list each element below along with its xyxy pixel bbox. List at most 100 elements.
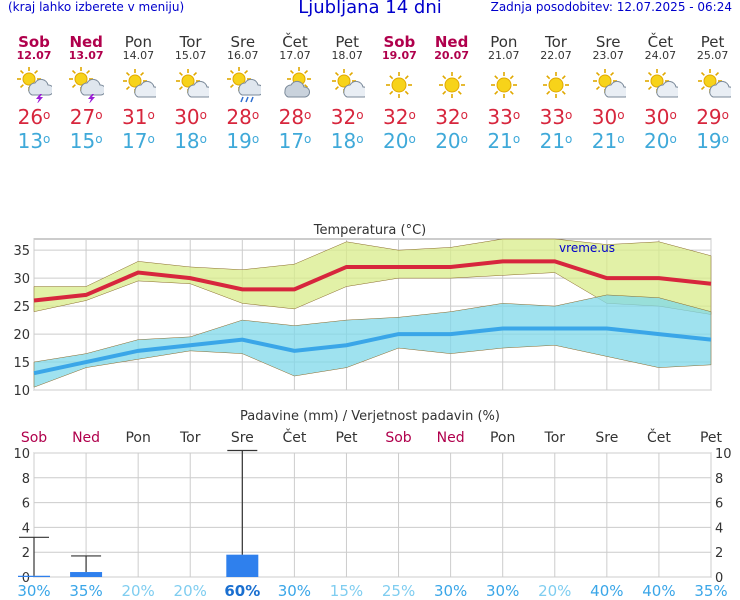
sun-cloud-icon	[582, 67, 634, 103]
precipitation-day-label: Tor	[544, 430, 566, 446]
temperature-y-tick: 15	[13, 356, 30, 371]
day-date: 15.07	[174, 49, 207, 62]
day-date: 12.07	[16, 49, 52, 62]
sun-icon	[373, 67, 425, 103]
precipitation-bar	[70, 572, 103, 577]
min-temperature: 19o	[696, 129, 729, 153]
precipitation-bar	[18, 575, 50, 577]
precipitation-day-label: Ned	[437, 430, 465, 446]
temperature-y-tick: 35	[13, 244, 30, 259]
day-name: Sob	[383, 33, 416, 51]
max-temperature: 30o	[174, 105, 207, 129]
day-column: Sre 23.07 30o 21o	[582, 0, 634, 153]
precipitation-y-tick-right: 6	[715, 497, 723, 512]
min-temperature: 21o	[487, 129, 521, 153]
precipitation-day-label: Ned	[72, 430, 100, 446]
max-temperature: 29o	[696, 105, 729, 129]
cloud-sun-icon	[269, 67, 321, 103]
day-date: 19.07	[381, 49, 417, 62]
day-column: Pet 25.07 29o 19o	[687, 0, 739, 153]
sun-cloud-icon	[634, 67, 686, 103]
max-temperature: 31o	[121, 105, 155, 129]
sun-cloud-lightning-icon	[8, 67, 60, 104]
precipitation-probability: 20%	[174, 582, 207, 600]
day-date: 20.07	[434, 49, 469, 62]
day-name: Čet	[647, 33, 674, 51]
precipitation-day-label: Sob	[385, 430, 411, 446]
day-column: Pon 21.07 33o 21o	[478, 0, 530, 153]
day-column: Čet 17.07 28o 17o	[269, 0, 321, 153]
precipitation-probability: 35%	[694, 582, 727, 600]
watermark: vreme.us	[559, 241, 615, 255]
max-temperature: 32o	[435, 105, 468, 129]
min-temperature: 21o	[539, 129, 573, 153]
day-name: Sre	[230, 33, 256, 51]
precipitation-day-label: Čet	[282, 428, 306, 446]
location-menu-hint[interactable]: (kraj lahko izberete v meniju)	[8, 0, 185, 14]
day-date: 21.07	[488, 49, 520, 62]
max-temperature: 30o	[591, 105, 625, 129]
max-temperature: 28o	[278, 105, 312, 129]
day-column: Ned 20.07 32o 20o	[426, 0, 478, 153]
day-column: Pet 18.07 32o 18o	[321, 0, 373, 153]
min-temperature: 18o	[330, 129, 364, 153]
precipitation-day-label: Pet	[700, 430, 723, 446]
min-temperature: 17o	[121, 129, 155, 153]
precipitation-probability: 40%	[642, 582, 675, 600]
sun-cloud-icon	[165, 67, 217, 103]
precipitation-probability: 60%	[224, 582, 260, 600]
precipitation-probability: 15%	[330, 582, 363, 600]
precipitation-day-label: Sre	[231, 430, 254, 446]
day-column: Pon 14.07 31o 17o	[112, 0, 164, 153]
day-column: Sre 16.07 28o 19o	[217, 0, 269, 153]
precipitation-probability: 30%	[486, 582, 519, 600]
max-temperature-line	[33, 259, 712, 303]
sun-icon	[426, 67, 478, 103]
min-temperature: 19o	[226, 129, 260, 153]
min-temperature: 15o	[69, 129, 103, 153]
precipitation-y-tick-right: 2	[715, 546, 723, 561]
day-name: Ned	[69, 33, 103, 51]
temperature-y-tick: 30	[13, 272, 30, 287]
precipitation-y-tick-left: 4	[22, 521, 30, 536]
day-date: 22.07	[540, 49, 572, 62]
precipitation-y-tick-left: 6	[22, 497, 30, 512]
sun-icon	[478, 67, 530, 103]
day-date: 18.07	[331, 49, 363, 62]
day-column: Tor 15.07 30o 18o	[165, 0, 217, 153]
precipitation-chart-title: Padavine (mm) / Verjetnost padavin (%)	[240, 409, 500, 424]
day-name: Čet	[282, 33, 308, 51]
min-temperature: 20o	[435, 129, 468, 153]
precipitation-day-label: Tor	[179, 430, 201, 446]
day-column: Sob 12.07 26o 13o	[8, 0, 60, 153]
temperature-chart-title: Temperatura (°C)	[313, 223, 426, 238]
day-name: Tor	[179, 33, 202, 51]
precipitation-y-tick-left: 10	[13, 447, 30, 462]
max-temperature: 32o	[330, 105, 364, 129]
sun-icon	[530, 67, 582, 103]
precipitation-day-label: Pon	[125, 430, 150, 446]
precipitation-probability: 30%	[434, 582, 467, 600]
min-temperature: 13o	[17, 129, 51, 153]
forecast-header: (kraj lahko izberete v meniju) Ljubljana…	[0, 0, 740, 170]
precipitation-day-label: Pon	[490, 430, 515, 446]
max-temperature: 28o	[226, 105, 260, 129]
day-date: 14.07	[122, 49, 155, 62]
day-name: Pon	[490, 33, 518, 51]
precipitation-day-label: Sob	[21, 430, 47, 446]
precipitation-plot-area	[33, 452, 712, 578]
precipitation-probability: 35%	[69, 582, 102, 600]
max-temperature: 30o	[643, 105, 677, 129]
max-temperature: 32o	[382, 105, 416, 129]
sun-cloud-lightning-icon	[60, 67, 112, 104]
min-temperature: 20o	[643, 129, 677, 153]
min-temperature: 21o	[591, 129, 625, 153]
day-name: Tor	[545, 33, 567, 51]
day-name: Pon	[124, 33, 152, 51]
precipitation-y-tick-left: 8	[22, 472, 30, 487]
max-temperature: 26o	[17, 105, 51, 129]
day-name: Pet	[335, 33, 359, 51]
day-column: Ned 13.07 27o 15o	[60, 0, 112, 153]
day-date: 16.07	[227, 49, 259, 62]
min-temperature: 18o	[174, 129, 207, 153]
